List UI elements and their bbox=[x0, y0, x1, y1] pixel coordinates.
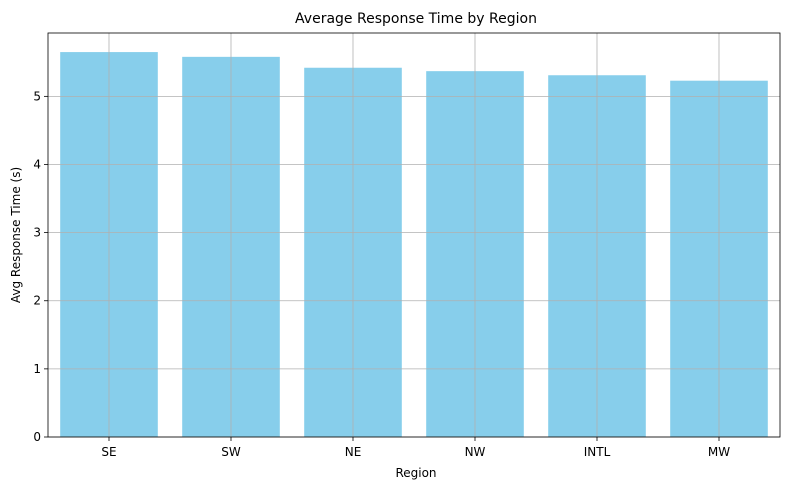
x-tick-label-mw: MW bbox=[708, 445, 730, 459]
x-tick-label-ne: NE bbox=[345, 445, 362, 459]
y-tick-label: 4 bbox=[33, 157, 41, 171]
y-tick-label: 0 bbox=[33, 430, 41, 444]
plot-area: 0 1 2 3 4 5 SE SW NE NW INTL MW bbox=[33, 32, 781, 459]
y-tick-label: 5 bbox=[33, 89, 41, 103]
x-tick-label-sw: SW bbox=[221, 445, 241, 459]
y-tick-label: 1 bbox=[33, 362, 41, 376]
x-tick-label-se: SE bbox=[101, 445, 116, 459]
y-tick-label: 3 bbox=[33, 226, 41, 240]
x-axis-label: Region bbox=[395, 466, 436, 480]
y-tick-label: 2 bbox=[33, 294, 41, 308]
x-tick-label-intl: INTL bbox=[584, 445, 611, 459]
y-axis-label: Avg Response Time (s) bbox=[9, 167, 23, 303]
chart-title: Average Response Time by Region bbox=[295, 11, 537, 27]
x-tick-label-nw: NW bbox=[465, 445, 486, 459]
axes-frame bbox=[47, 32, 781, 438]
